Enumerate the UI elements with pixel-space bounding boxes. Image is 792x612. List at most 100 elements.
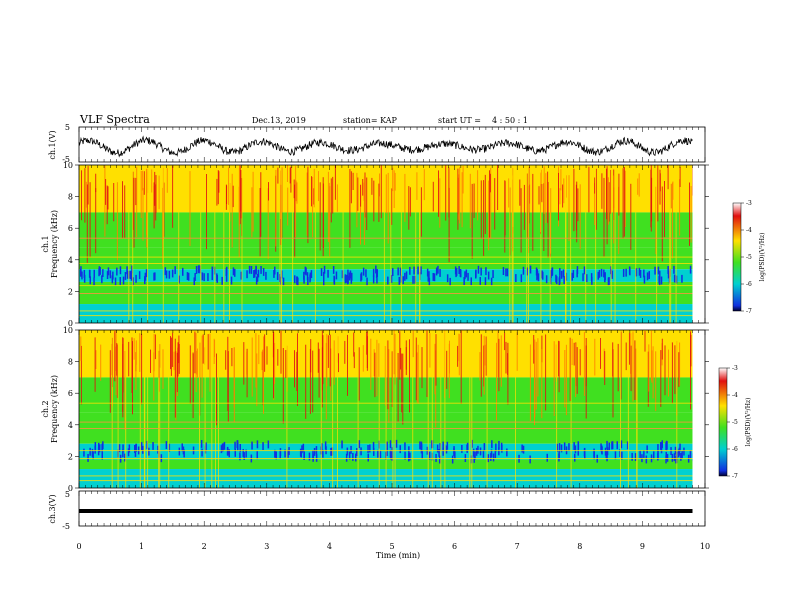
spectrogram-red-streak xyxy=(568,175,570,242)
spectrogram-red-streak xyxy=(594,182,596,226)
spectrogram-band xyxy=(79,281,693,305)
date-label: Dec.13, 2019 xyxy=(252,116,306,125)
spectrogram-blue-streak xyxy=(677,449,680,458)
spectrogram-blue-streak xyxy=(168,443,171,452)
spectrogram-blue-streak xyxy=(255,276,258,285)
spectrogram-blue-streak xyxy=(515,274,517,282)
spectrogram-red-streak xyxy=(153,352,155,401)
spectrogram-red-streak xyxy=(494,178,496,230)
spectrogram-blue-streak xyxy=(130,272,133,281)
spectrogram-red-streak xyxy=(462,166,464,194)
spectrogram-red-streak xyxy=(637,178,639,195)
spectrogram-blue-streak xyxy=(207,273,209,281)
spectrogram-blue-streak xyxy=(643,450,645,458)
spectrogram-blue-streak xyxy=(562,269,565,278)
spectrogram-blue-streak xyxy=(689,450,692,459)
spectrogram-blue-streak xyxy=(355,453,357,462)
spectrogram-blue-streak xyxy=(671,453,674,462)
spectrogram-blue-streak xyxy=(550,270,552,278)
spectrogram-red-streak xyxy=(638,173,640,197)
ch3-ytick-bottom: -5 xyxy=(62,522,70,531)
spectrogram-red-streak xyxy=(380,165,382,219)
colorbar-tick-label: -5 xyxy=(732,419,738,426)
spectrogram-blue-streak xyxy=(506,448,508,457)
spectrogram-red-streak xyxy=(690,331,691,410)
spectrogram-red-streak xyxy=(251,187,253,238)
xtick-label: 3 xyxy=(264,542,269,551)
spectrogram-blue-streak xyxy=(667,270,670,279)
spectrogram-red-streak xyxy=(116,182,118,261)
spectrogram-red-streak xyxy=(239,165,241,225)
spectrogram-red-streak xyxy=(154,334,156,360)
spectrogram-blue-streak xyxy=(341,440,343,449)
spectrogram-red-streak xyxy=(622,168,624,239)
spectrogram-blue-streak xyxy=(435,454,437,462)
spectrogram-blue-streak xyxy=(193,277,195,286)
spectrogram-vertical-line xyxy=(427,330,429,488)
spectrogram-red-streak xyxy=(458,334,460,376)
spectrogram-blue-streak xyxy=(679,443,681,452)
ch1-colorbar-label: log(PSD)(V²/Hz) xyxy=(759,233,766,282)
spectrogram-red-streak xyxy=(404,173,406,222)
spectrogram-blue-streak xyxy=(606,453,608,462)
spectrogram-blue-streak xyxy=(330,447,332,456)
spectrogram-red-streak xyxy=(610,169,612,214)
spectrogram-vertical-line xyxy=(610,165,612,323)
spectrogram-vertical-line xyxy=(125,330,127,488)
spectrogram-red-streak xyxy=(650,330,652,381)
spectrogram-blue-streak xyxy=(91,448,94,457)
spectrogram-blue-streak xyxy=(145,269,148,278)
spectrogram-blue-streak xyxy=(257,269,260,278)
spectrogram-blue-streak xyxy=(89,447,91,456)
spectrogram-blue-streak xyxy=(211,272,213,281)
spectrogram-blue-streak xyxy=(428,271,430,280)
spectrogram-blue-streak xyxy=(122,444,124,453)
spectrogram-horizontal-line xyxy=(79,263,693,264)
spectrogram-blue-streak xyxy=(168,270,171,279)
spectrogram-red-streak xyxy=(322,335,324,385)
spectrogram-red-streak xyxy=(612,349,614,418)
spectrogram-blue-streak xyxy=(526,267,528,276)
spectrogram-blue-streak xyxy=(577,441,580,450)
spectrogram-blue-streak xyxy=(572,270,575,278)
spectrogram-blue-streak xyxy=(631,452,633,461)
spectrogram-blue-streak xyxy=(529,265,532,274)
spectrogram-red-streak xyxy=(480,180,482,239)
spectrogram-vertical-line xyxy=(204,330,206,488)
spectrogram-red-streak xyxy=(80,336,82,361)
spectrogram-red-streak xyxy=(606,168,607,220)
freq-ytick-label: 4 xyxy=(68,256,73,265)
spectrogram-blue-streak xyxy=(659,270,661,279)
spectrogram-red-streak xyxy=(497,331,499,378)
spectrogram-vertical-line xyxy=(200,165,202,323)
spectrogram-red-streak xyxy=(457,168,459,230)
spectrogram-red-streak xyxy=(143,171,145,195)
spectrogram-blue-streak xyxy=(436,444,439,453)
spectrogram-blue-streak xyxy=(458,266,460,274)
ch1-spectrogram-panel: 0 2 4 6 8 10 ch.1 Frequency (kHz) xyxy=(41,161,709,328)
spectrogram-red-streak xyxy=(196,350,198,375)
spectrogram-blue-streak xyxy=(348,451,351,460)
spectrogram-vertical-line xyxy=(215,330,216,488)
spectrogram-vertical-line xyxy=(540,165,542,323)
spectrogram-blue-streak xyxy=(310,270,313,278)
spectrogram-blue-streak xyxy=(239,452,241,461)
spectrogram-red-streak xyxy=(113,183,115,222)
spectrogram-blue-streak xyxy=(262,442,264,450)
spectrogram-red-streak xyxy=(399,331,401,380)
spectrogram-red-streak xyxy=(124,185,126,239)
colorbar-tick-label: -6 xyxy=(732,446,738,453)
spectrogram-blue-streak xyxy=(365,269,367,278)
spectrogram-blue-streak xyxy=(127,448,130,457)
ch1-colorbar: -3 -4 -5 -6 -7 log(PSD)(V²/Hz) xyxy=(732,200,766,315)
spectrogram-blue-streak xyxy=(324,441,327,450)
spectrogram-red-streak xyxy=(146,168,147,235)
spectrogram-red-streak xyxy=(266,346,268,365)
spectrogram-blue-streak xyxy=(428,277,431,286)
spectrogram-red-streak xyxy=(630,183,632,250)
spectrogram-blue-streak xyxy=(260,266,262,274)
spectrogram-blue-streak xyxy=(408,453,410,462)
spectrogram-blue-streak xyxy=(262,268,265,276)
spectrogram-blue-streak xyxy=(438,449,440,457)
spectrogram-red-streak xyxy=(232,185,234,208)
